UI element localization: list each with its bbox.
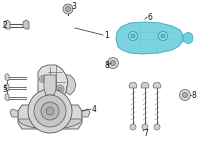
Circle shape — [42, 77, 45, 81]
Polygon shape — [66, 75, 76, 95]
Circle shape — [28, 89, 72, 133]
Polygon shape — [40, 103, 64, 111]
Text: 5: 5 — [2, 85, 7, 93]
Polygon shape — [153, 82, 161, 88]
Circle shape — [46, 107, 54, 115]
Circle shape — [63, 4, 73, 14]
Circle shape — [128, 31, 138, 41]
Circle shape — [180, 90, 190, 101]
Circle shape — [108, 57, 119, 69]
Circle shape — [66, 6, 71, 11]
Polygon shape — [5, 74, 9, 81]
Polygon shape — [10, 109, 18, 117]
Polygon shape — [129, 82, 137, 88]
Text: 1: 1 — [104, 30, 109, 40]
Circle shape — [158, 31, 168, 41]
Text: 7: 7 — [143, 128, 148, 137]
Polygon shape — [141, 82, 149, 88]
Circle shape — [161, 34, 165, 38]
Text: 3: 3 — [71, 1, 76, 10]
Circle shape — [131, 34, 135, 38]
Polygon shape — [44, 75, 56, 95]
Polygon shape — [116, 22, 183, 54]
Polygon shape — [18, 119, 82, 129]
Circle shape — [58, 87, 62, 91]
Polygon shape — [5, 93, 9, 101]
Circle shape — [41, 102, 59, 120]
Circle shape — [154, 124, 160, 130]
Circle shape — [111, 61, 116, 66]
Text: 8: 8 — [104, 61, 109, 70]
Text: 2: 2 — [2, 20, 7, 30]
Circle shape — [56, 85, 64, 93]
Circle shape — [142, 124, 148, 130]
Polygon shape — [38, 65, 68, 103]
Text: 6: 6 — [147, 12, 152, 21]
Polygon shape — [5, 83, 9, 91]
Polygon shape — [82, 109, 90, 117]
Circle shape — [182, 92, 188, 97]
Circle shape — [40, 76, 47, 82]
Circle shape — [34, 95, 66, 127]
Circle shape — [49, 89, 55, 95]
Text: 8: 8 — [191, 91, 196, 100]
Text: 4: 4 — [92, 105, 97, 113]
Polygon shape — [183, 32, 193, 44]
Circle shape — [130, 124, 136, 130]
Polygon shape — [4, 20, 10, 29]
Polygon shape — [18, 105, 82, 129]
Polygon shape — [23, 20, 29, 29]
